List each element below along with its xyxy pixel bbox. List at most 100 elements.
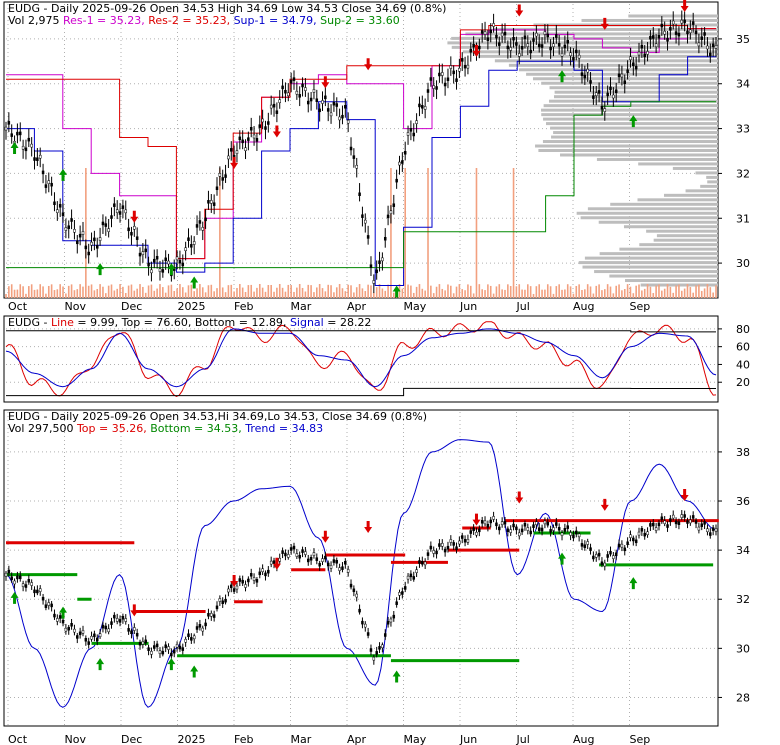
price-bar-body [441, 543, 444, 547]
price-bar-body [241, 579, 244, 584]
price-bar-body [332, 101, 336, 106]
price-bar-body [515, 42, 518, 46]
legend-part: Top [121, 316, 141, 329]
volume-bar [347, 284, 349, 298]
price-bar-body [93, 633, 96, 638]
volume-profile-bar [581, 18, 718, 22]
price-bar-body [232, 588, 236, 592]
x-tick-label: Jul [516, 300, 530, 313]
price-bar-body [686, 520, 689, 524]
x-tick-label: Dec [121, 300, 142, 313]
volume-bar [629, 286, 632, 298]
price-bar-body [543, 31, 547, 35]
price-bar-body [606, 554, 609, 558]
price-bar-body [697, 42, 701, 47]
price-bar-body [164, 644, 167, 649]
price-bar-body [409, 128, 413, 132]
price-bar-body [592, 95, 595, 99]
price-bar-body [284, 89, 287, 94]
volume-profile-bar [560, 153, 718, 157]
price-bar-body [660, 516, 664, 521]
osc-signal [5, 328, 717, 388]
price-bar-body [706, 45, 709, 50]
volume-bar [62, 286, 64, 298]
volume-bar [193, 291, 195, 298]
price-bar-body [549, 529, 552, 533]
price-bar-body [500, 32, 504, 37]
volume-bar [236, 288, 238, 298]
price-bar-body [306, 100, 310, 105]
volume-bar [39, 284, 42, 298]
price-bar-body [372, 656, 376, 661]
x-tick-label: 2025 [178, 733, 206, 745]
price-bar-body [326, 562, 330, 567]
price-bar-body [53, 613, 56, 618]
price-bar-body [429, 545, 433, 550]
volume-bar [373, 292, 375, 298]
price-bar-body [272, 103, 276, 108]
price-bar-body [478, 45, 481, 50]
volume-bar [498, 284, 501, 298]
x-tick-label: Feb [234, 300, 253, 313]
legend-part: EUDG - [8, 316, 51, 329]
volume-bar [458, 284, 461, 298]
price-bar-body [634, 539, 638, 544]
price-bar-body [264, 572, 267, 577]
price-bar-body [221, 600, 224, 605]
volume-bar [310, 285, 312, 298]
trend-line [5, 439, 717, 708]
price-bar-body [164, 257, 167, 262]
price-bar-body [141, 641, 145, 645]
price-bar-body [395, 601, 398, 605]
price-bar-body [87, 641, 90, 645]
price-bar-body [577, 54, 581, 59]
volume-bar [709, 287, 712, 298]
price-bar-body [421, 561, 424, 565]
price-bar-body [133, 627, 136, 631]
volume-profile-bar [578, 261, 718, 265]
legend-part: Trend = 34.83 [242, 422, 323, 435]
price-bar-body [694, 520, 698, 524]
volume-bar [116, 288, 119, 298]
legend-part: = 12.89, [235, 316, 290, 329]
price-bar-body [167, 646, 170, 650]
volume-bar [492, 293, 495, 298]
price-bar-body [324, 555, 327, 560]
volume-bar [635, 285, 637, 298]
price-bar-body [44, 184, 48, 188]
sell-arrow-icon [364, 520, 373, 533]
price-bar-body [423, 561, 427, 566]
legend-part: Line [51, 316, 74, 329]
price-bar-body [663, 30, 666, 35]
volume-bar [649, 286, 652, 298]
volume-bar [675, 285, 677, 298]
price-bar-body [586, 68, 589, 73]
volume-bar [518, 284, 521, 298]
oscillator-panel: 20 40 60 80 EUDG - Line = 9.99, Top = 76.60… [3, 315, 750, 403]
volume-bar [655, 285, 657, 298]
legend-part: Bottom [195, 316, 235, 329]
price-bar-body [249, 127, 253, 131]
volume-bar [36, 289, 39, 298]
price-bar-body [227, 588, 230, 593]
volume-bar [5, 294, 7, 298]
price-bar-body [115, 209, 119, 213]
volume-bar [281, 287, 284, 298]
volume-bar [361, 288, 364, 298]
volume-bar [181, 287, 184, 298]
price-bar-body [671, 20, 675, 25]
sell-arrow-icon [600, 17, 609, 30]
buy-arrow-icon [558, 552, 567, 565]
price-bar-body [95, 637, 99, 642]
price-bar-body [583, 74, 587, 79]
price-bar-body [683, 19, 686, 24]
price-bar-body [617, 543, 621, 548]
price-bar-body [355, 164, 358, 169]
price-bar-body [329, 565, 333, 569]
volume-bar [284, 291, 287, 298]
x-tick-label: Dec [121, 733, 142, 745]
price-bar-body [455, 78, 458, 82]
volume-bar [692, 292, 694, 298]
volume-bar [521, 289, 523, 298]
volume-bar [666, 284, 669, 298]
